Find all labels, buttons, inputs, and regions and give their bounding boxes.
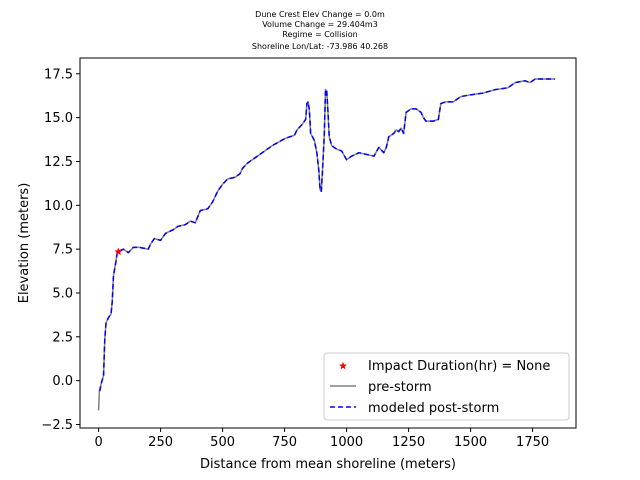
y-axis-label: Elevation (meters) bbox=[17, 183, 32, 304]
legend-impact-label: Impact Duration(hr) = None bbox=[368, 359, 550, 374]
impact-star-marker bbox=[114, 247, 123, 256]
legend: Impact Duration(hr) = None pre-storm mod… bbox=[323, 352, 570, 421]
title-line-dune-crest: Dune Crest Elev Change = 0.0m bbox=[255, 10, 385, 19]
y-tick-label: 0.0 bbox=[52, 374, 73, 389]
post-storm-line bbox=[99, 78, 555, 392]
title-line-regime: Regime = Collision bbox=[282, 30, 357, 39]
legend-pre-storm-label: pre-storm bbox=[368, 380, 432, 395]
y-tick-label: 15.0 bbox=[44, 111, 73, 126]
x-axis-label: Distance from mean shoreline (meters) bbox=[200, 457, 456, 472]
y-tick-label: 2.5 bbox=[52, 330, 73, 345]
x-tick-label: 0 bbox=[94, 435, 102, 450]
title-line-volume: Volume Change = 29.404m3 bbox=[262, 20, 378, 29]
y-tick-label: −2.5 bbox=[41, 418, 73, 433]
x-tick-label: 1750 bbox=[516, 435, 549, 450]
y-axis-ticks: −2.5 0.0 2.5 5.0 7.5 10.0 12.5 15.0 17.5 bbox=[41, 67, 80, 433]
x-tick-label: 500 bbox=[210, 435, 235, 450]
y-tick-label: 5.0 bbox=[52, 286, 73, 301]
y-tick-label: 10.0 bbox=[44, 199, 73, 214]
x-tick-label: 750 bbox=[272, 435, 297, 450]
legend-box bbox=[323, 352, 570, 421]
x-tick-label: 1500 bbox=[454, 435, 487, 450]
y-tick-label: 12.5 bbox=[44, 155, 73, 170]
legend-impact-marker bbox=[339, 361, 347, 370]
x-tick-label: 1000 bbox=[330, 435, 363, 450]
legend-star-icon bbox=[339, 361, 347, 370]
y-tick-label: 7.5 bbox=[52, 243, 73, 258]
legend-post-storm-label: modeled post-storm bbox=[368, 401, 499, 416]
x-tick-label: 1250 bbox=[392, 435, 425, 450]
plot-area bbox=[97, 78, 555, 411]
x-tick-label: 250 bbox=[148, 435, 173, 450]
x-axis-ticks: 0 250 500 750 1000 1250 1500 1750 bbox=[94, 428, 549, 450]
axes-frame bbox=[79, 57, 577, 429]
title-line-shoreline: Shoreline Lon/Lat: -73.986 40.268 bbox=[252, 42, 388, 51]
y-tick-label: 17.5 bbox=[44, 67, 73, 82]
chart-title: Dune Crest Elev Change = 0.0m Volume Cha… bbox=[252, 10, 388, 51]
